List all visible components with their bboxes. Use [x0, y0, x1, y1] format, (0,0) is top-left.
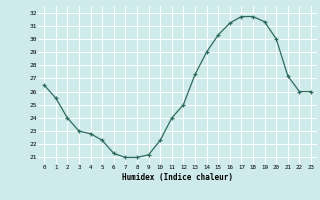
X-axis label: Humidex (Indice chaleur): Humidex (Indice chaleur) — [122, 173, 233, 182]
